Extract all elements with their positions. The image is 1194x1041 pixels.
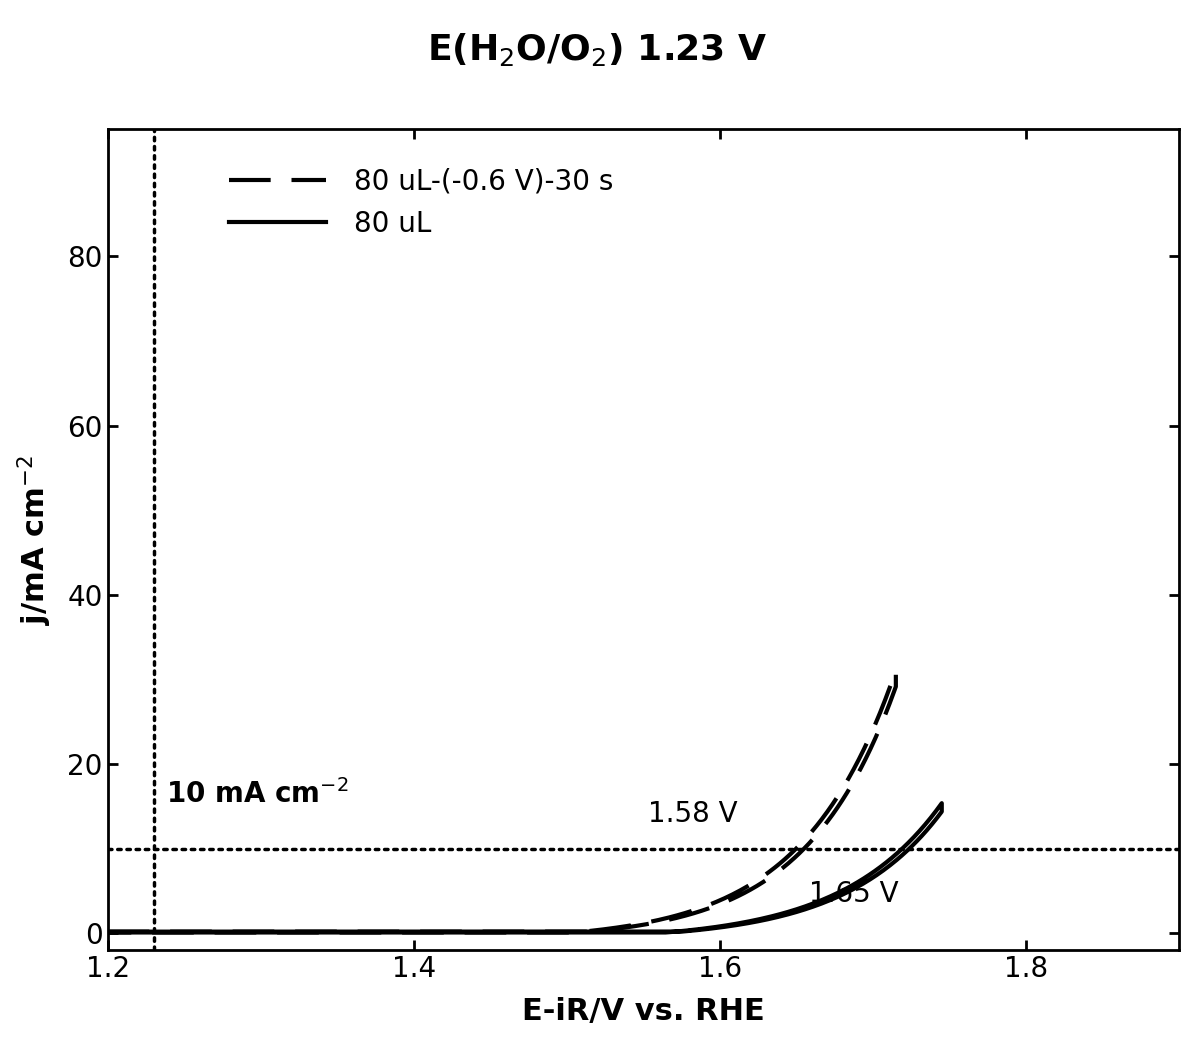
- 80 uL-(-0.6 V)-30 s: [567, 926, 581, 939]
- X-axis label: E-iR/V vs. RHE: E-iR/V vs. RHE: [522, 997, 764, 1026]
- 80 uL-(-0.6 V)-30 s: [100, 925, 115, 938]
- 80 uL-(-0.6 V)-30 s: [178, 925, 192, 938]
- 80 uL-(-0.6 V)-30 s: [862, 731, 876, 743]
- 80 uL: [906, 831, 921, 843]
- 80 uL-(-0.6 V)-30 s: [100, 926, 115, 939]
- 80 uL-(-0.6 V)-30 s: [867, 736, 881, 748]
- Text: 1.58 V: 1.58 V: [648, 799, 738, 828]
- Y-axis label: j/mA cm$^{-2}$: j/mA cm$^{-2}$: [16, 455, 54, 625]
- 80 uL-(-0.6 V)-30 s: [607, 921, 621, 934]
- 80 uL: [183, 925, 197, 938]
- Text: 10 mA cm$^{-2}$: 10 mA cm$^{-2}$: [166, 779, 349, 809]
- Text: 1.65 V: 1.65 V: [808, 880, 898, 908]
- 80 uL: [405, 926, 419, 939]
- Legend: 80 uL-(-0.6 V)-30 s, 80 uL: 80 uL-(-0.6 V)-30 s, 80 uL: [229, 168, 613, 237]
- 80 uL: [633, 926, 647, 939]
- 80 uL-(-0.6 V)-30 s: [888, 664, 903, 677]
- 80 uL-(-0.6 V)-30 s: [833, 796, 848, 809]
- 80 uL: [911, 833, 925, 845]
- 80 uL-(-0.6 V)-30 s: [388, 926, 402, 939]
- 80 uL: [658, 926, 672, 939]
- 80 uL: [935, 797, 949, 810]
- Line: 80 uL-(-0.6 V)-30 s: 80 uL-(-0.6 V)-30 s: [107, 670, 896, 933]
- Text: E(H$_2$O/O$_2$) 1.23 V: E(H$_2$O/O$_2$) 1.23 V: [427, 31, 767, 69]
- 80 uL: [100, 926, 115, 939]
- Line: 80 uL: 80 uL: [107, 804, 942, 933]
- 80 uL: [876, 864, 891, 877]
- 80 uL: [100, 925, 115, 938]
